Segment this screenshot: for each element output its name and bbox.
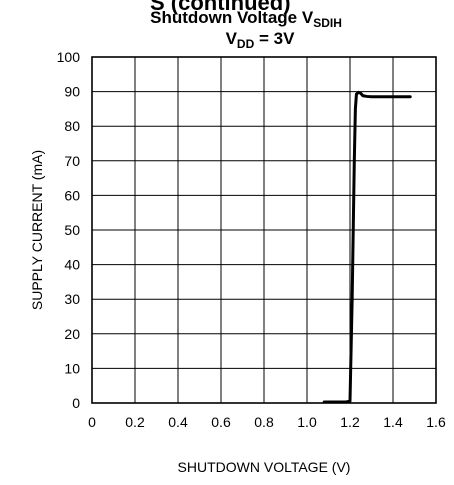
y-tick-label: 10 [64,360,80,376]
y-tick-label: 30 [64,291,80,307]
y-tick-labels: 0 10 20 30 40 50 60 70 80 90 100 [57,49,81,411]
x-tick-label: 0 [88,414,96,430]
y-axis-title: SUPPLY CURRENT (mA) [29,150,45,310]
chart-title-line1: Shutdown Voltage VSDIH [150,8,342,30]
y-tick-label: 80 [64,118,80,134]
y-tick-label: 20 [64,326,80,342]
chart-title-line2-post: = 3V [254,29,295,48]
chart-title-line2: VDD = 3V [226,29,296,51]
y-tick-label: 90 [64,84,80,100]
x-tick-label: 0.4 [168,414,188,430]
y-tick-label: 100 [57,49,81,65]
x-tick-labels: 0 0.2 0.4 0.6 0.8 1.0 1.2 1.4 1.6 [88,414,446,430]
x-axis-title: SHUTDOWN VOLTAGE (V) [178,459,351,475]
header-fragment: S (continued) [150,0,291,15]
plot-frame [91,56,437,404]
chart-grid [91,56,437,404]
chart-title-line1-subscript: SDIH [313,16,342,30]
y-tick-label: 50 [64,222,80,238]
x-tick-label: 0.6 [211,414,231,430]
x-tick-label: 1.4 [383,414,403,430]
chart-title-line2-subscript: DD [237,37,255,51]
y-tick-label: 60 [64,187,80,203]
y-tick-label: 0 [72,395,80,411]
x-tick-label: 1.0 [297,414,317,430]
x-tick-label: 1.6 [426,414,446,430]
x-tick-label: 0.2 [125,414,145,430]
chart-title-line2-v: V [226,29,238,48]
x-tick-label: 0.8 [254,414,274,430]
series-line [322,90,412,404]
y-tick-label: 40 [64,257,80,273]
y-tick-label: 70 [64,153,80,169]
x-tick-label: 1.2 [340,414,360,430]
chart-title-line1-main: Shutdown Voltage V [150,8,314,27]
chart-series-layer [322,90,412,404]
